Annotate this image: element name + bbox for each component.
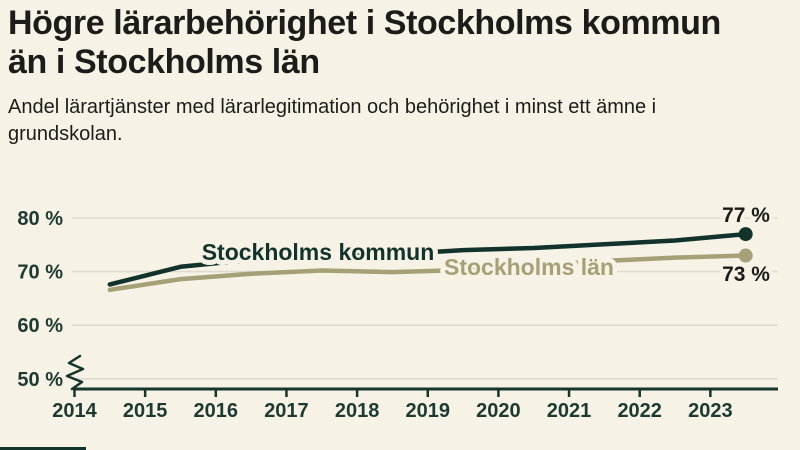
x-tick-label: 2017 [264, 400, 309, 422]
end-value-label-stockholms-l-n: 73 % [722, 263, 770, 286]
bottom-edge-bar [0, 447, 86, 450]
end-value-label-stockholms-kommun: 77 % [722, 204, 770, 227]
chart-subtitle: Andel lärartjänster med lärarlegitimatio… [8, 96, 657, 145]
page-title: Högre lärarbehörighet i Stockholms kommu… [8, 4, 792, 82]
series-label-stockholms-kommun: Stockholms kommun [202, 239, 435, 265]
axis-break-icon [65, 354, 85, 391]
chart-header: Högre lärarbehörighet i Stockholms kommu… [8, 4, 792, 148]
x-tick-label: 2022 [617, 400, 662, 422]
title-line-2: än i Stockholms län [8, 43, 320, 81]
x-tick-label: 2020 [476, 400, 521, 422]
x-tick-label: 2018 [335, 400, 380, 422]
end-dot-stockholms-l-n [738, 248, 753, 263]
y-tick-label: 80 % [17, 208, 63, 230]
end-dot-stockholms-kommun [738, 227, 753, 242]
y-tick-label: 60 % [17, 315, 63, 337]
title-line-1: Högre lärarbehörighet i Stockholms kommu… [8, 4, 721, 42]
x-tick-label: 2015 [123, 400, 168, 422]
x-tick-label: 2016 [194, 400, 239, 422]
series-line-stockholms-kommun [107, 231, 748, 287]
x-tick-label: 2014 [52, 400, 97, 422]
series-line-stockholms-l-n [107, 253, 748, 293]
y-tick-label: 70 % [17, 262, 63, 284]
x-tick-label: 2023 [688, 400, 733, 422]
x-tick-label: 2019 [406, 400, 451, 422]
series-label-stockholms-l-n: Stockholms län [444, 254, 614, 280]
y-tick-label: 50 % [17, 369, 63, 391]
x-tick-label: 2021 [547, 400, 592, 422]
